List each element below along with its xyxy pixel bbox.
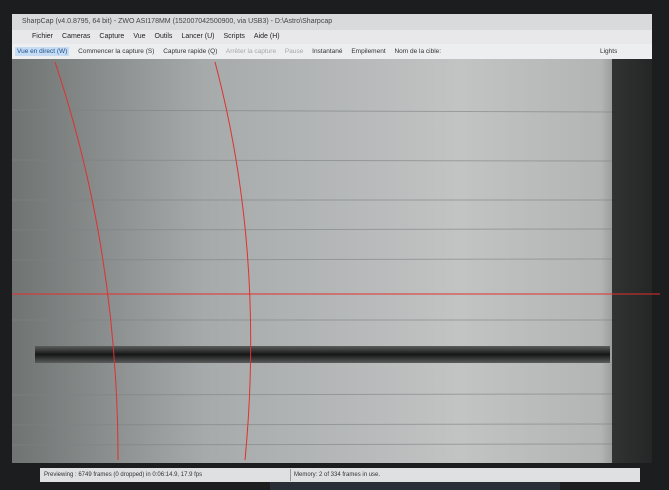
live-view-button[interactable]: Vue en direct (W)	[15, 47, 69, 56]
menu-bar: Fichier Cameras Capture Vue Outils Lancer (U)…	[12, 30, 652, 44]
menu-item[interactable]: Fichier	[32, 33, 53, 40]
menu-item[interactable]: Lancer (U)	[181, 33, 214, 40]
menu-item[interactable]: Scripts	[224, 33, 245, 40]
photo-of-screen: SharpCap (v4.0.8795, 64 bit) - ZWO ASI17…	[0, 0, 669, 490]
window-title: SharpCap (v4.0.8795, 64 bit) - ZWO ASI17…	[12, 14, 652, 30]
dark-band	[35, 346, 610, 363]
target-label: Nom de la cible:	[394, 48, 441, 55]
pause-button[interactable]: Pause	[285, 48, 303, 55]
stacking-button[interactable]: Empilement	[351, 48, 385, 55]
menu-item[interactable]: Cameras	[62, 33, 90, 40]
menu-item[interactable]: Outils	[155, 33, 173, 40]
side-panel	[612, 59, 652, 463]
snapshot-button[interactable]: Instantané	[312, 48, 342, 55]
start-capture-button[interactable]: Commencer la capture (S)	[78, 48, 154, 55]
image-area	[12, 59, 652, 463]
status-memory: Memory: 2 of 334 frames in use.	[290, 469, 380, 481]
stop-capture-button[interactable]: Arrêter la capture	[226, 48, 276, 55]
frame-type-dropdown[interactable]: Lights	[600, 44, 617, 59]
menu-item[interactable]: Capture	[99, 33, 124, 40]
menu-item[interactable]: Aide (H)	[254, 33, 280, 40]
toolbar: Vue en direct (W) Commencer la capture (…	[12, 44, 652, 59]
quick-capture-button[interactable]: Capture rapide (Q)	[163, 48, 217, 55]
menu-item[interactable]: Vue	[133, 33, 145, 40]
camera-view	[0, 0, 669, 490]
